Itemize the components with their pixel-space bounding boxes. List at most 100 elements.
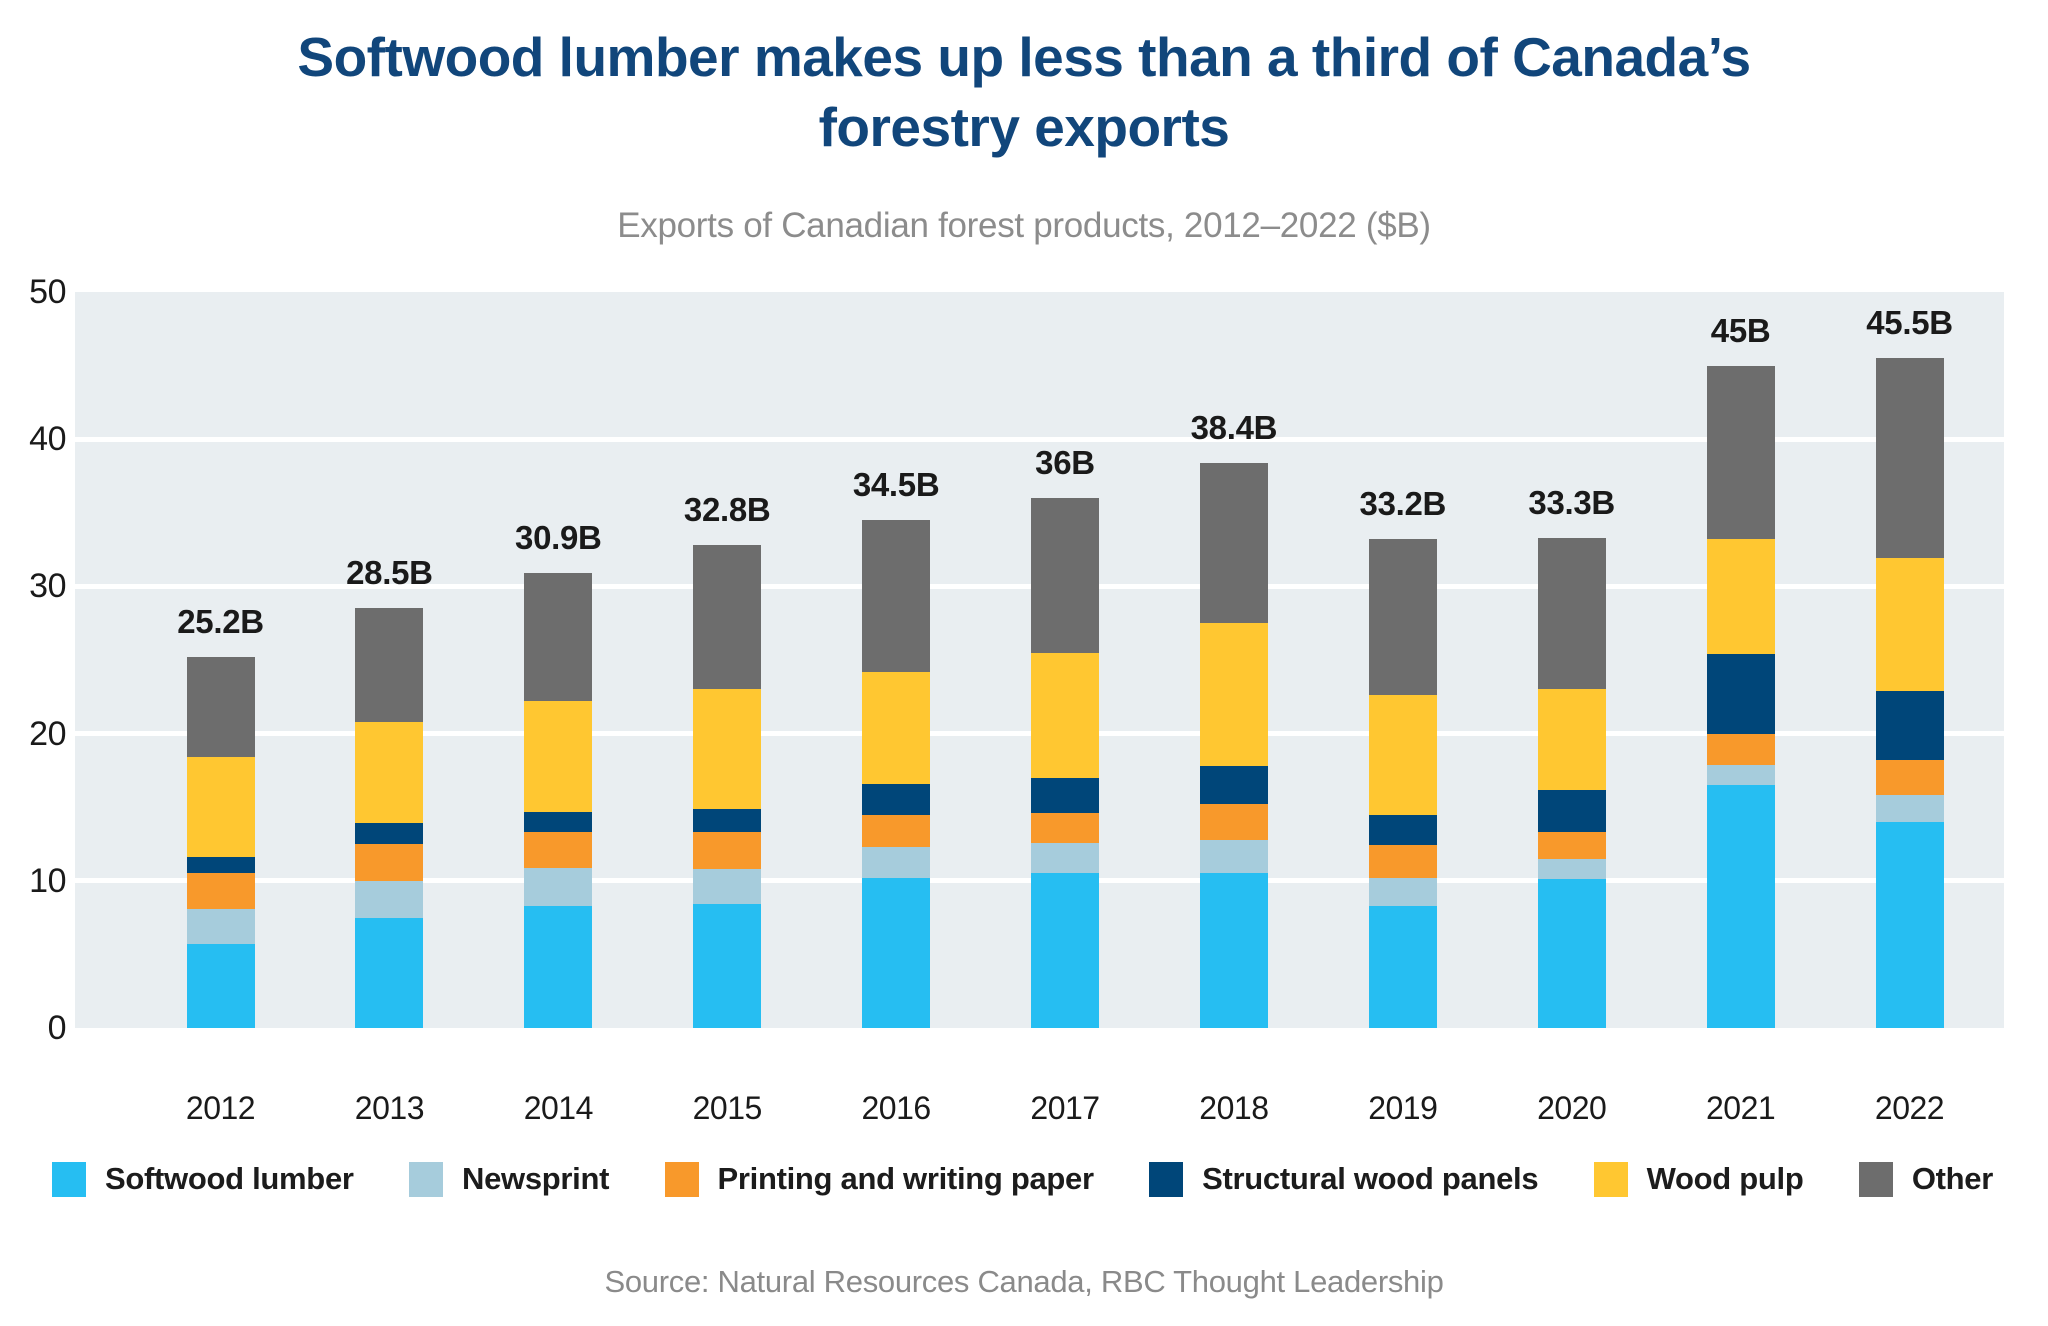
bar-segment-2016-softwood-lumber <box>862 877 931 1028</box>
legend-swatch-wood-pulp <box>1593 1161 1628 1197</box>
bar-segment-2021-newsprint <box>1706 764 1775 786</box>
bar-2022: 45.5B <box>1866 304 1953 1028</box>
chart-subtitle: Exports of Canadian forest products, 201… <box>617 206 1431 245</box>
bar-segment-2013-wood-pulp <box>355 721 424 824</box>
bar-segment-2015-printing-and-writing-paper <box>693 832 762 870</box>
bar-segment-2013-newsprint <box>355 880 424 918</box>
bar-segment-2020-printing-and-writing-paper <box>1537 832 1606 859</box>
bar-segment-2016-printing-and-writing-paper <box>862 814 931 847</box>
total-label-2018: 38.4B <box>1190 408 1278 446</box>
bar-segment-2012-newsprint <box>186 908 255 945</box>
chart-title: Softwood lumber makes up less than a thi… <box>297 26 1751 158</box>
bar-segment-2012-structural-wood-panels <box>186 857 255 874</box>
bar-segment-2019-printing-and-writing-paper <box>1368 845 1437 878</box>
legend-item-other: Other <box>1858 1161 1993 1197</box>
bar-segment-2014-other <box>524 573 593 702</box>
bar-segment-2017-structural-wood-panels <box>1031 777 1099 814</box>
bar-segment-2018-wood-pulp <box>1199 623 1268 766</box>
bar-segment-2017-newsprint <box>1031 842 1099 874</box>
x-tick-label-2022: 2022 <box>1874 1090 1945 1126</box>
y-tick-label-20: 20 <box>29 714 66 753</box>
total-label-2021: 45B <box>1710 311 1771 349</box>
bar-segment-2018-softwood-lumber <box>1199 873 1268 1028</box>
bar-segment-2017-wood-pulp <box>1031 652 1099 778</box>
legend-swatch-other <box>1858 1161 1893 1197</box>
bar-segment-2018-structural-wood-panels <box>1199 766 1268 805</box>
legend-item-softwood-lumber: Softwood lumber <box>52 1161 354 1197</box>
x-tick-label-2013: 2013 <box>354 1090 425 1126</box>
total-label-2016: 34.5B <box>852 466 940 504</box>
bar-2016: 34.5B <box>853 466 940 1028</box>
bar-segment-2019-wood-pulp <box>1368 695 1437 815</box>
x-tick-label-2021: 2021 <box>1706 1090 1776 1126</box>
bar-segment-2016-newsprint <box>862 846 931 878</box>
x-tick-label-2017: 2017 <box>1030 1090 1100 1126</box>
legend-swatch-structural-wood-panels <box>1149 1161 1184 1197</box>
y-tick-label-40: 40 <box>29 420 66 459</box>
bar-2020: 33.3B <box>1528 484 1615 1028</box>
bar-segment-2022-other <box>1875 358 1944 559</box>
y-tick-label-0: 0 <box>47 1009 67 1047</box>
bar-2014: 30.9B <box>515 519 602 1028</box>
bar-2018: 38.4B <box>1191 409 1277 1028</box>
legend-swatch-printing-and-writing-paper <box>664 1161 699 1197</box>
bar-segment-2015-softwood-lumber <box>693 904 762 1028</box>
bar-2013: 28.5B <box>346 554 433 1028</box>
bar-segment-2015-wood-pulp <box>693 689 762 809</box>
bar-segment-2018-printing-and-writing-paper <box>1199 804 1268 840</box>
total-label-2015: 32.8B <box>683 491 771 529</box>
x-tick-label-2016: 2016 <box>861 1090 932 1126</box>
bar-2015: 32.8B <box>684 491 771 1028</box>
bar-segment-2017-other <box>1031 498 1099 653</box>
bar-segment-2012-other <box>186 657 255 758</box>
x-tick-label-2012: 2012 <box>185 1090 256 1126</box>
bar-segment-2014-structural-wood-panels <box>524 811 593 833</box>
bar-segment-2021-other <box>1706 365 1775 540</box>
bar-segment-2020-other <box>1537 537 1606 690</box>
x-tick-label-2015: 2015 <box>692 1090 763 1126</box>
bar-segment-2014-printing-and-writing-paper <box>524 832 593 868</box>
source-note: Source: Natural Resources Canada, RBC Th… <box>604 1264 1444 1299</box>
bar-segment-2013-printing-and-writing-paper <box>355 844 424 881</box>
bar-segment-2015-other <box>693 545 762 690</box>
bar-segment-2017-softwood-lumber <box>1031 873 1099 1028</box>
bar-segment-2019-softwood-lumber <box>1368 905 1437 1028</box>
legend-label-newsprint: Newsprint <box>462 1161 610 1196</box>
bar-segment-2020-structural-wood-panels <box>1537 789 1606 833</box>
bar-segment-2019-newsprint <box>1368 877 1437 906</box>
x-tick-label-2019: 2019 <box>1368 1090 1438 1126</box>
x-tick-label-2018: 2018 <box>1199 1090 1269 1126</box>
legend-label-other: Other <box>1911 1161 1993 1196</box>
total-label-2022: 45.5B <box>1866 304 1953 342</box>
legend-item-wood-pulp: Wood pulp <box>1593 1161 1804 1197</box>
bar-segment-2014-wood-pulp <box>524 701 593 812</box>
bar-segment-2016-wood-pulp <box>862 671 931 784</box>
total-label-2020: 33.3B <box>1528 483 1615 521</box>
bar-segment-2021-structural-wood-panels <box>1706 654 1775 734</box>
bar-segment-2021-wood-pulp <box>1706 539 1775 655</box>
bar-segment-2020-softwood-lumber <box>1537 879 1606 1028</box>
y-tick-label-30: 30 <box>29 567 66 606</box>
bar-segment-2014-newsprint <box>524 867 593 906</box>
bar-segment-2013-structural-wood-panels <box>355 823 424 844</box>
bar-segment-2018-other <box>1199 462 1268 624</box>
bar-segment-2022-wood-pulp <box>1875 558 1944 691</box>
bar-segment-2022-softwood-lumber <box>1875 821 1944 1028</box>
total-label-2014: 30.9B <box>515 519 602 557</box>
plot-area: 25.2B 28.5B 30.9B 32.8B 34.5B 36B 38.4B 33.2B 33… <box>75 292 2004 1028</box>
legend-swatch-softwood-lumber <box>52 1161 86 1197</box>
legend: Softwood lumber Newsprint Printing and wri… <box>52 1158 1993 1200</box>
total-label-2017: 36B <box>1035 444 1095 482</box>
legend-item-structural-wood-panels: Structural wood panels <box>1149 1161 1539 1197</box>
bar-2021: 45B <box>1706 312 1775 1028</box>
y-tick-label-10: 10 <box>29 861 66 900</box>
legend-label-printing-and-writing-paper: Printing and writing paper <box>717 1161 1095 1196</box>
bar-2017: 36B <box>1031 444 1099 1028</box>
bar-segment-2022-newsprint <box>1875 795 1944 822</box>
bar-segment-2019-other <box>1368 539 1437 696</box>
bar-segment-2015-structural-wood-panels <box>693 808 762 833</box>
bar-segment-2020-newsprint <box>1537 858 1606 880</box>
bar-segment-2022-structural-wood-panels <box>1875 690 1944 761</box>
total-label-2012: 25.2B <box>177 603 264 641</box>
